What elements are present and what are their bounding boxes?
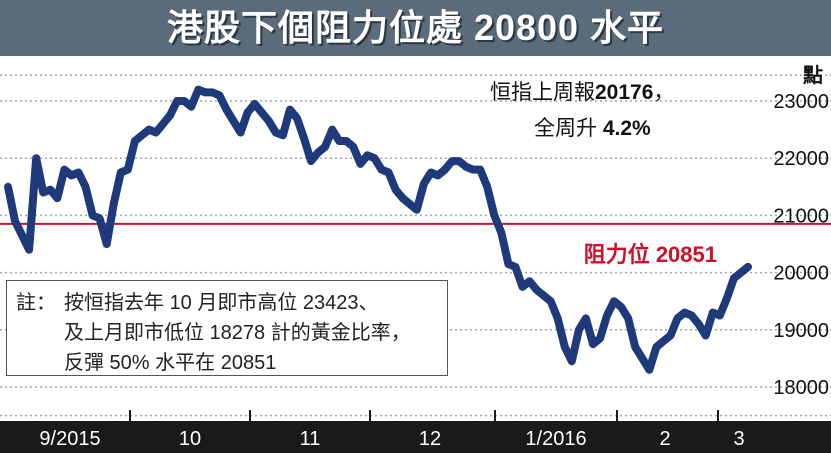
summary-weekly-value: 4.2% (602, 117, 651, 140)
x-category-label: 10 (179, 428, 201, 450)
chart-title: 港股下個阻力位處 20800 水平 (166, 7, 665, 48)
summary-line-1: 恒指上周報20176， (490, 76, 674, 106)
x-category-label: 11 (300, 428, 321, 450)
note-line-1: 按恒指去年 10 月即市高位 23423、 (64, 292, 379, 314)
y-tick-label: 20000 (773, 263, 829, 285)
note-line-2: 及上月即市低位 18278 計的黃金比率， (64, 322, 411, 344)
note-line-3: 反彈 50% 水平在 20851 (64, 352, 277, 374)
y-tick-label: 21000 (773, 205, 829, 227)
note-prefix: 註： (16, 292, 56, 314)
x-axis-labels: 9/2015 10 11 12 1/2016 2 3 (39, 410, 745, 450)
x-category-label: 3 (733, 428, 744, 450)
summary-close-value: 20176 (595, 81, 654, 104)
y-tick-label: 22000 (773, 148, 829, 170)
y-tick-label: 18000 (773, 377, 829, 399)
note-box (6, 280, 448, 376)
y-axis-labels: 18000 19000 20000 21000 22000 23000 (773, 91, 829, 399)
y-unit-label: 點 (803, 64, 823, 87)
x-category-label: 2 (659, 428, 670, 450)
summary-close-suffix: ， (653, 81, 675, 104)
summary-line-2: 全周升 4.2% (534, 112, 651, 142)
y-tick-label: 19000 (773, 320, 829, 342)
x-category-label: 9/2015 (39, 428, 100, 450)
summary-close-label: 恒指上周報 (490, 81, 595, 104)
summary-weekly-label: 全周升 (534, 117, 597, 140)
resistance-label: 阻力位 20851 (584, 242, 717, 267)
series-line-hsi (4, 85, 752, 374)
x-category-label: 12 (419, 428, 441, 450)
y-tick-label: 23000 (773, 91, 829, 113)
x-category-label: 1/2016 (525, 428, 586, 450)
title-bar: 港股下個阻力位處 20800 水平 (0, 0, 831, 56)
x-axis-band (0, 421, 831, 453)
